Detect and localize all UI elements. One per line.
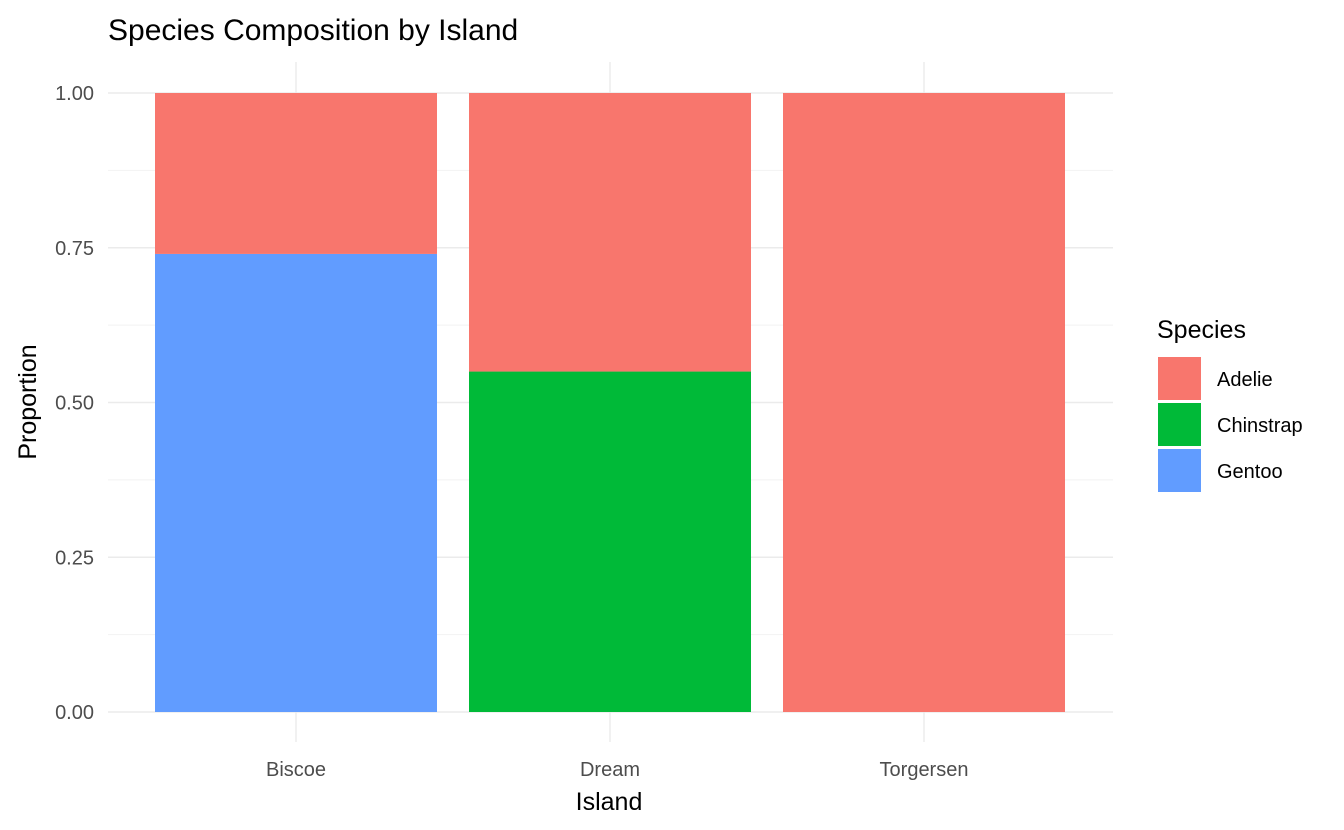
legend-key-chinstrap <box>1158 403 1201 446</box>
y-tick-label: 0.25 <box>55 547 94 569</box>
bar-dream-chinstrap <box>469 371 751 712</box>
x-axis-ticks: Biscoe Dream Torgersen <box>266 759 968 781</box>
legend-title: Species <box>1157 316 1246 344</box>
bar-biscoe-gentoo <box>155 253 437 712</box>
bar-torgersen-adelie <box>783 93 1065 712</box>
y-tick-label: 0.75 <box>55 238 94 260</box>
bars <box>155 93 1065 712</box>
legend: Species Adelie Chinstrap Gentoo <box>1157 316 1303 492</box>
legend-label-adelie: Adelie <box>1217 369 1273 391</box>
legend-items: Adelie Chinstrap Gentoo <box>1158 357 1303 492</box>
y-axis-ticks: 0.00 0.25 0.50 0.75 1.00 <box>55 83 94 724</box>
y-tick-label: 1.00 <box>55 83 94 105</box>
legend-key-gentoo <box>1158 449 1201 492</box>
bar-biscoe-adelie <box>155 93 437 254</box>
chart-title: Species Composition by Island <box>108 14 518 47</box>
legend-label-gentoo: Gentoo <box>1217 461 1283 483</box>
legend-label-chinstrap: Chinstrap <box>1217 415 1303 437</box>
y-tick-label: 0.50 <box>55 393 94 415</box>
x-tick-label: Dream <box>580 759 640 781</box>
x-axis-title: Island <box>576 788 643 816</box>
y-tick-label: 0.00 <box>55 702 94 724</box>
legend-key-adelie <box>1158 357 1201 400</box>
bar-dream-adelie <box>469 93 751 372</box>
x-tick-label: Torgersen <box>880 759 969 781</box>
y-axis-title: Proportion <box>14 344 42 459</box>
x-tick-label: Biscoe <box>266 759 326 781</box>
